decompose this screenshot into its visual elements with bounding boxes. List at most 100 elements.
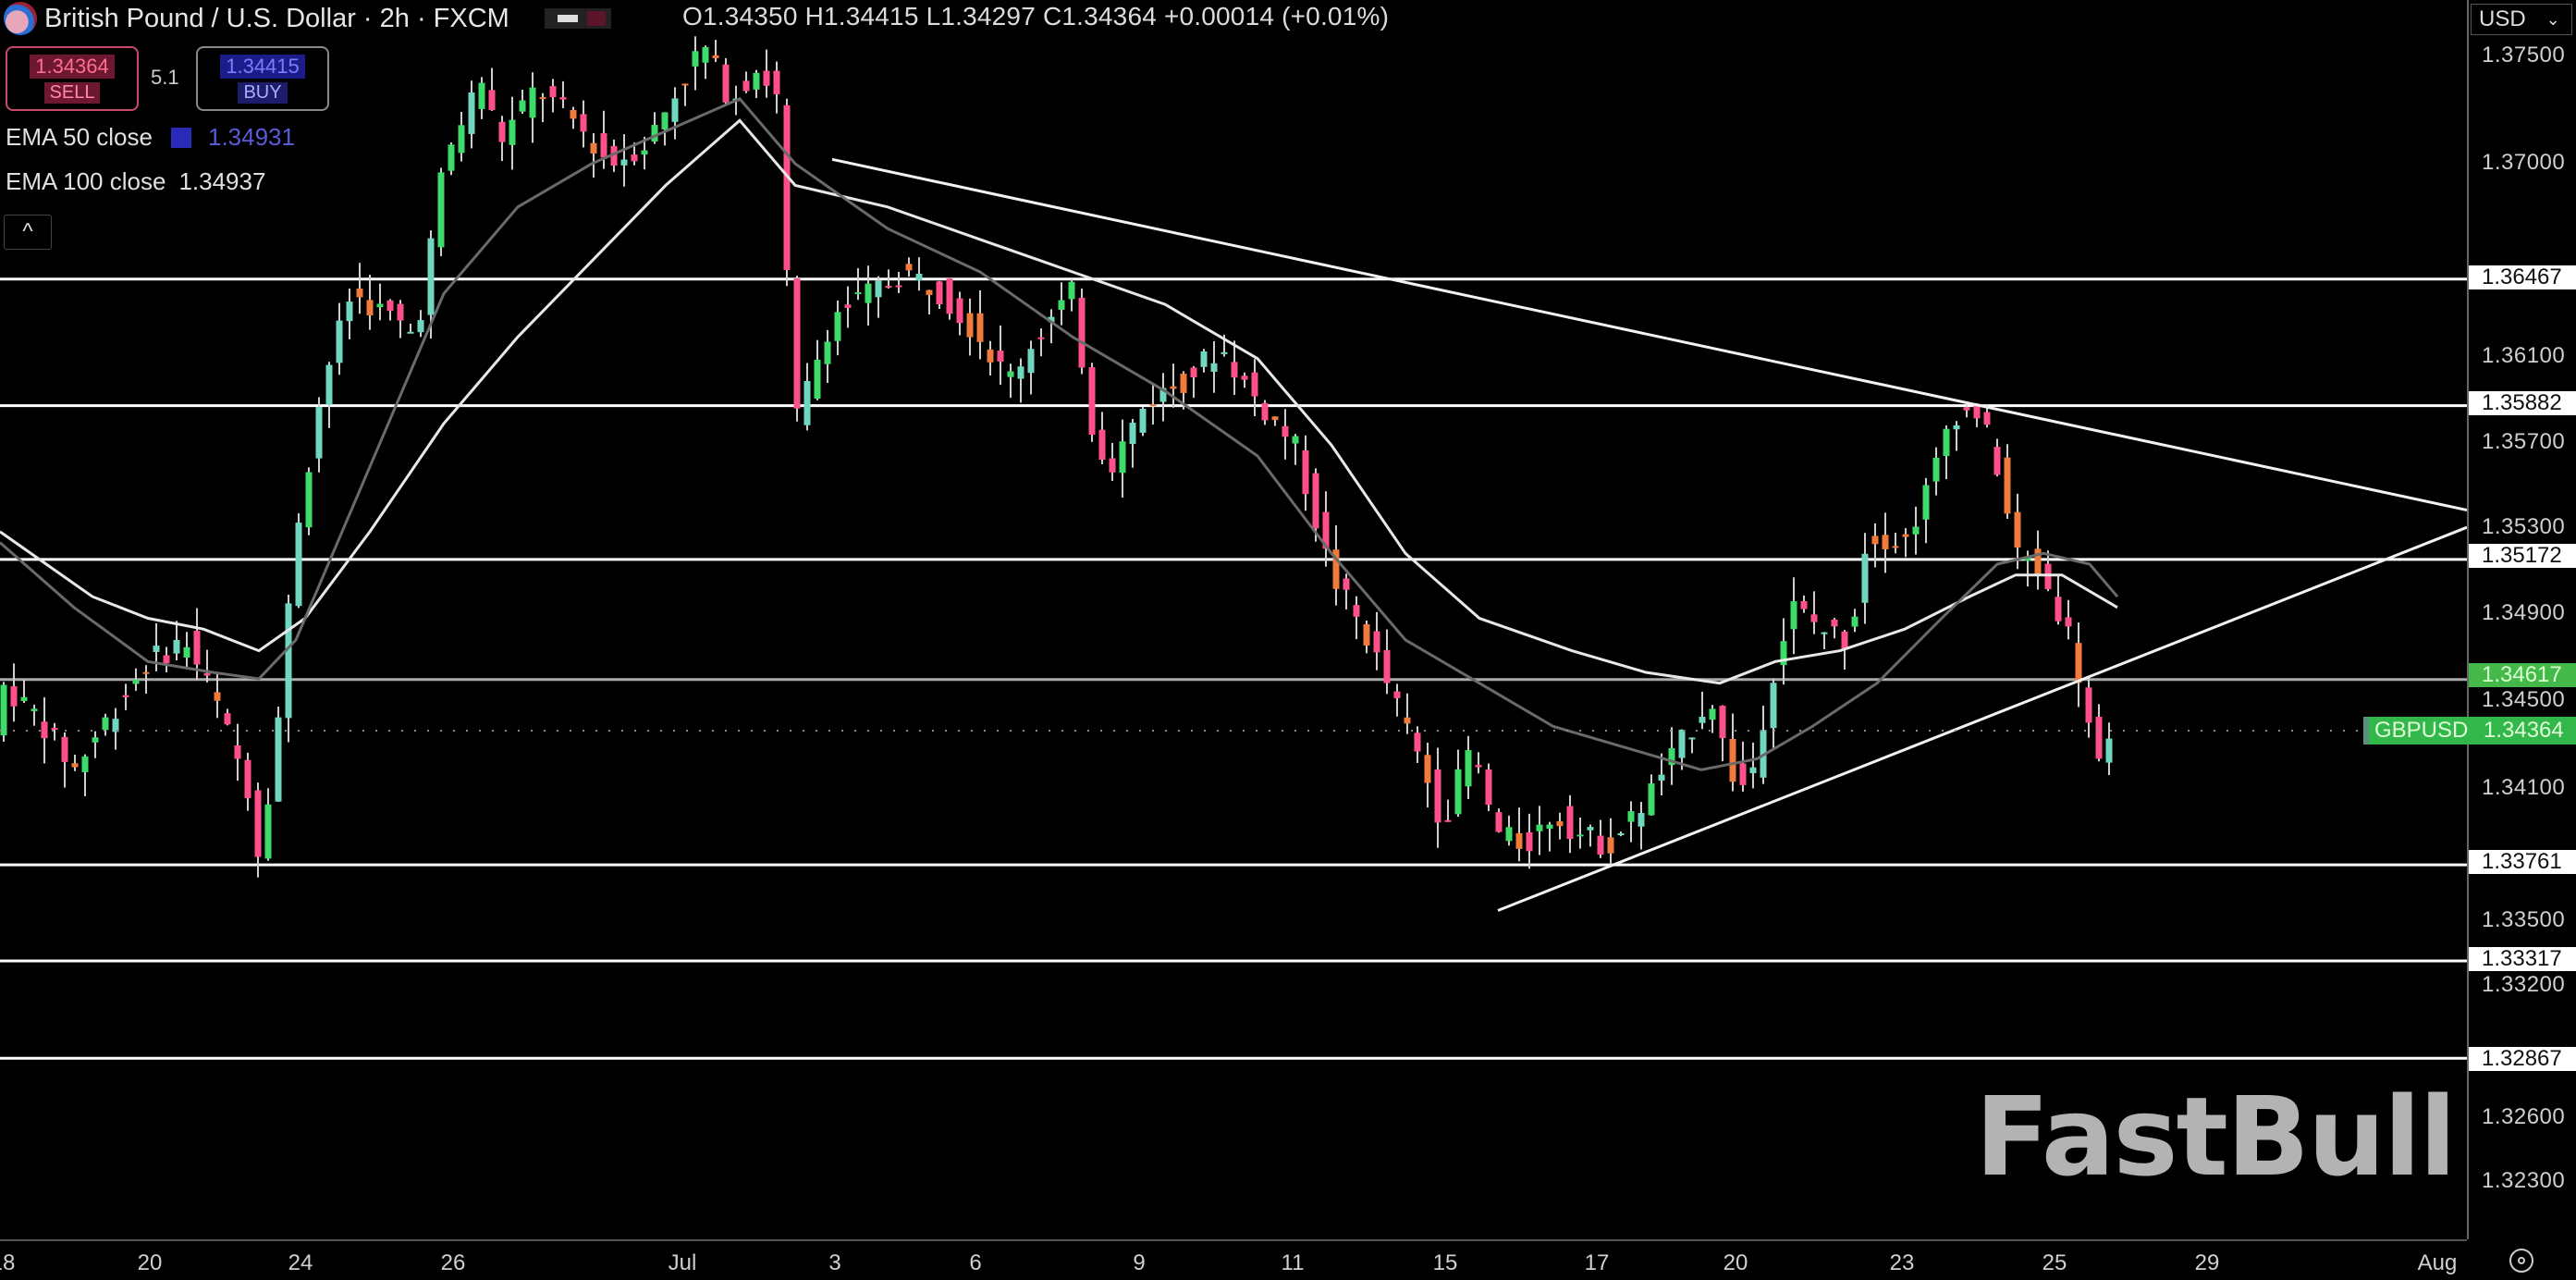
time-tick: 29 [2194,1250,2220,1275]
candle-body [2075,643,2082,683]
candle-body [1404,717,1411,724]
candle-body [31,708,38,711]
candle-body [1048,316,1055,323]
candle-body [203,672,211,676]
candle-body [20,696,28,701]
candle-body [1515,832,1523,849]
time-tick: Aug [2417,1250,2458,1275]
candle-body [773,70,780,94]
time-axis[interactable] [0,1239,2467,1280]
candle-body [905,264,913,271]
candle-body [0,684,7,736]
candle-body [651,125,658,142]
sell-button[interactable]: 1.34364 SELL [6,46,139,111]
candle-body [1098,429,1106,461]
candle-body [661,112,669,129]
sell-price: 1.34364 [30,54,115,79]
level-price-label: 1.34617 [2469,662,2576,687]
candle-body [1373,631,1380,653]
symbol-title[interactable]: British Pound / U.S. Dollar · 2h · FXCM [44,3,509,33]
candle-body [1658,774,1665,781]
price-tick: 1.37000 [2482,150,2566,175]
candle-body [834,312,841,341]
candle-body [702,46,709,63]
candle-body [1190,367,1197,378]
candle-body [753,72,760,90]
candle-body [824,341,831,364]
candle-body [488,90,496,111]
currency-value: USD [2479,6,2526,31]
ema50-value: 1.34931 [207,123,295,151]
descending-resistance-trendline [831,157,2468,511]
candle-body [926,289,933,295]
candle-body [875,280,882,298]
candle-body [1983,412,1991,425]
candle-body [1017,366,1024,379]
candle-body [976,313,984,342]
candle-body [1505,827,1513,842]
candle-body [997,351,1004,362]
candle-body [1638,813,1645,827]
candle-body [1729,738,1736,782]
price-axis[interactable] [2467,0,2576,1239]
candle-body [244,759,251,799]
price-tick: 1.37500 [2482,43,2566,68]
level-price-label: 1.33317 [2469,946,2576,971]
candle-body [559,97,567,100]
candle-body [1434,769,1441,823]
candle-body [2105,738,2113,763]
candle-body [285,603,292,719]
trendlines[interactable] [831,157,2468,912]
candle-body [468,92,475,134]
candle-body [590,142,597,154]
candle-body [1790,601,1797,630]
buy-price: 1.34415 [220,54,305,79]
legend-ema-100[interactable]: EMA 100 close 1.34937 [6,167,265,196]
candle-body [427,238,435,315]
candle-body [1302,450,1309,495]
candle-body [2044,563,2052,590]
candle-body [1424,755,1431,783]
candle-body [1536,824,1543,831]
candle-body [305,472,313,528]
candle-body [1261,402,1269,421]
candle-body [1556,821,1564,827]
ema100-label: EMA 100 close [6,167,166,195]
candle-body [153,646,160,652]
ohlc-values: O1.34350 H1.34415 L1.34297 C1.34364 +0.0… [682,2,1390,31]
time-tick: 3 [828,1250,841,1275]
candle-body [763,70,770,86]
candle-body [529,87,536,118]
currency-dropdown[interactable]: USD ⌄ [2471,4,2572,35]
candle-body [631,154,638,162]
candle-body [1526,831,1533,852]
candle-body [112,719,119,732]
chart-settings-gear-icon[interactable] [2509,1249,2533,1273]
candle-body [2004,457,2011,514]
candle-body [1566,806,1574,840]
candle-body [803,380,811,425]
candle-body [2055,597,2062,622]
candle-body [92,737,99,743]
candle-body [1210,363,1218,373]
candle-body [1912,526,1920,535]
candle-body [397,303,404,321]
candle-body [1383,649,1391,683]
candle-body [1719,706,1726,739]
legend-ema-50[interactable]: EMA 50 close 1.34931 [6,123,295,152]
candle-body [1770,683,1777,729]
price-tick: 1.35700 [2482,429,2566,454]
candle-body [132,679,140,684]
candle-body [1170,386,1177,389]
candle-body [183,646,190,658]
candle-body [2095,716,2103,759]
candle-body [122,695,129,697]
market-status-icon [544,8,611,29]
collapse-legend-button[interactable]: ^ [4,215,52,250]
candle-body [519,100,526,112]
candle-body [509,119,516,145]
visibility-eye-icon[interactable] [170,127,191,148]
buy-button[interactable]: 1.34415 BUY [196,46,329,111]
time-tick: 6 [969,1250,982,1275]
